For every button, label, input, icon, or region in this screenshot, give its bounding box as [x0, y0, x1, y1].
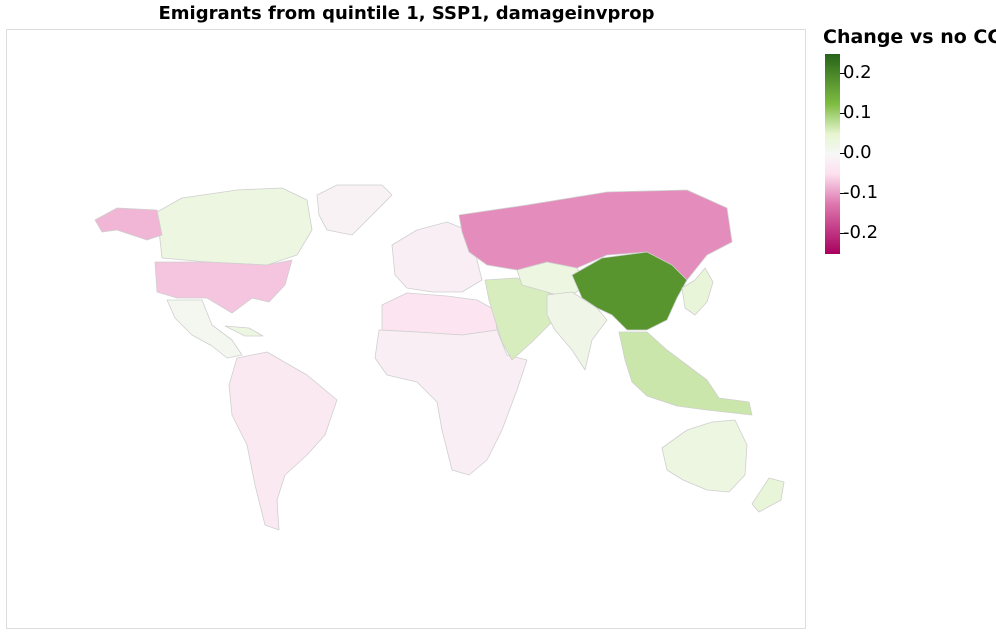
- region-australia[interactable]: Australia: [661, 419, 748, 493]
- region-china[interactable]: China: [571, 251, 688, 331]
- legend-tick-mark: [840, 153, 845, 154]
- map-frame: CanadaUnited States Alaska Greenland Mexico…: [6, 29, 806, 629]
- world-map: CanadaUnited States Alaska Greenland Mexico…: [94, 184, 785, 531]
- region-mexico-and-central-america[interactable]: Mexico and Central America: [166, 299, 243, 359]
- legend-tick-label: 0.1: [843, 102, 872, 123]
- legend-color-bar: [825, 54, 840, 254]
- legend-tick-label: 0.0: [843, 142, 872, 163]
- legend-tick-label: -0.2: [843, 222, 879, 243]
- region-north-africa[interactable]: North Africa: [381, 292, 498, 336]
- legend-tick-mark: [840, 193, 845, 194]
- region-japan-and-korea[interactable]: Japan and Korea: [681, 267, 714, 316]
- region-sub-saharan-africa[interactable]: Sub-Saharan Africa: [374, 329, 528, 476]
- region-caribbean[interactable]: Caribbean: [224, 325, 264, 337]
- legend-tick-label: -0.1: [843, 182, 879, 203]
- region-southeast-asia[interactable]: Southeast Asia: [618, 331, 753, 416]
- region-canada[interactable]: Canada: [156, 187, 313, 266]
- region-greenland[interactable]: Greenland: [316, 184, 393, 236]
- region-united-states[interactable]: United States: [154, 259, 293, 314]
- legend-title: Change vs no CC: [823, 26, 996, 48]
- legend-tick-label: 0.2: [843, 62, 872, 83]
- region-europe[interactable]: Europe: [391, 221, 483, 293]
- legend-tick-mark: [840, 233, 845, 234]
- region-south-america[interactable]: South America: [228, 351, 338, 531]
- map-title: Emigrants from quintile 1, SSP1, damagei…: [158, 3, 655, 24]
- legend-tick-mark: [840, 73, 845, 74]
- region-alaska[interactable]: Alaska: [94, 207, 163, 241]
- legend-tick-mark: [840, 113, 845, 114]
- region-new-zealand[interactable]: New Zealand: [751, 477, 785, 513]
